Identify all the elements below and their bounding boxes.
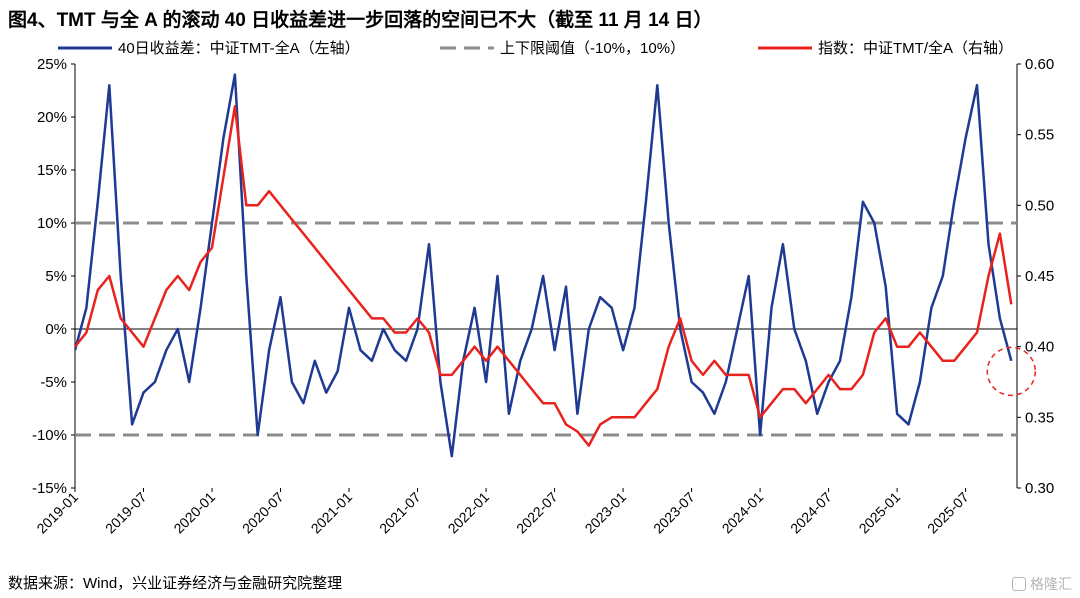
annotation-circle bbox=[986, 346, 1037, 397]
x-tick-label: 2025-07 bbox=[924, 489, 972, 537]
threshold-lines bbox=[75, 221, 1017, 437]
x-tick-label: 2020-01 bbox=[170, 489, 218, 537]
right-tick-label: 0.30 bbox=[1025, 480, 1054, 497]
left-tick-label: 20% bbox=[37, 109, 67, 126]
watermark: 格隆汇 bbox=[1012, 574, 1072, 594]
left-tick-label: -5% bbox=[40, 374, 67, 391]
axes: -15% -10% -5% 0% 5% 10% 15% 20% 25% 0.30 0.35 0.40 0… bbox=[32, 56, 1054, 536]
source-note: 数据来源：Wind，兴业证券经济与金融研究院整理 bbox=[8, 575, 343, 592]
series-line-index bbox=[75, 105, 1013, 447]
x-tick-label: 2025-01 bbox=[856, 489, 904, 537]
annotations bbox=[986, 346, 1037, 397]
series-line-spread bbox=[75, 73, 1013, 458]
legend-label: 指数：中证TMT/全A（右轴） bbox=[818, 39, 1013, 57]
x-tick-label: 2024-07 bbox=[787, 489, 835, 537]
x-tick-label: 2021-07 bbox=[376, 489, 424, 537]
x-tick-label: 2022-07 bbox=[513, 489, 561, 537]
chart: 40日收益差：中证TMT-全A（左轴） 上下限阈值（-10%，10%） 指数：中证T… bbox=[32, 39, 1054, 536]
x-tick-label: 2021-01 bbox=[308, 489, 356, 537]
x-tick-label: 2020-07 bbox=[239, 489, 287, 537]
x-tick-label: 2023-01 bbox=[582, 489, 630, 537]
right-tick-label: 0.55 bbox=[1025, 127, 1054, 144]
x-tick-label: 2024-01 bbox=[719, 489, 767, 537]
left-tick-label: 15% bbox=[37, 162, 67, 179]
left-tick-label: 10% bbox=[37, 215, 67, 232]
x-tick-label: 2022-01 bbox=[445, 489, 493, 537]
legend-label: 40日收益差：中证TMT-全A（左轴） bbox=[118, 39, 360, 57]
x-tick-label: 2023-07 bbox=[650, 489, 698, 537]
chart-title: 图4、TMT 与全 A 的滚动 40 日收益差进一步回落的空间已不大（截至 11… bbox=[8, 10, 713, 31]
right-tick-label: 0.45 bbox=[1025, 268, 1054, 285]
right-tick-label: 0.35 bbox=[1025, 409, 1054, 426]
legend-label: 上下限阈值（-10%，10%） bbox=[500, 40, 685, 57]
right-tick-label: 0.40 bbox=[1025, 339, 1054, 356]
left-tick-label: 0% bbox=[45, 321, 67, 338]
legend: 40日收益差：中证TMT-全A（左轴） 上下限阈值（-10%，10%） 指数：中证T… bbox=[58, 39, 1013, 57]
left-tick-label: 5% bbox=[45, 268, 67, 285]
series-group bbox=[75, 73, 1013, 458]
watermark-logo-icon bbox=[1012, 577, 1026, 591]
watermark-text: 格隆汇 bbox=[1030, 576, 1072, 592]
right-tick-label: 0.50 bbox=[1025, 197, 1054, 214]
left-tick-label: -15% bbox=[32, 480, 67, 497]
left-tick-label: 25% bbox=[37, 56, 67, 73]
left-tick-label: -10% bbox=[32, 427, 67, 444]
x-tick-label: 2019-07 bbox=[102, 489, 150, 537]
right-tick-label: 0.60 bbox=[1025, 56, 1054, 73]
